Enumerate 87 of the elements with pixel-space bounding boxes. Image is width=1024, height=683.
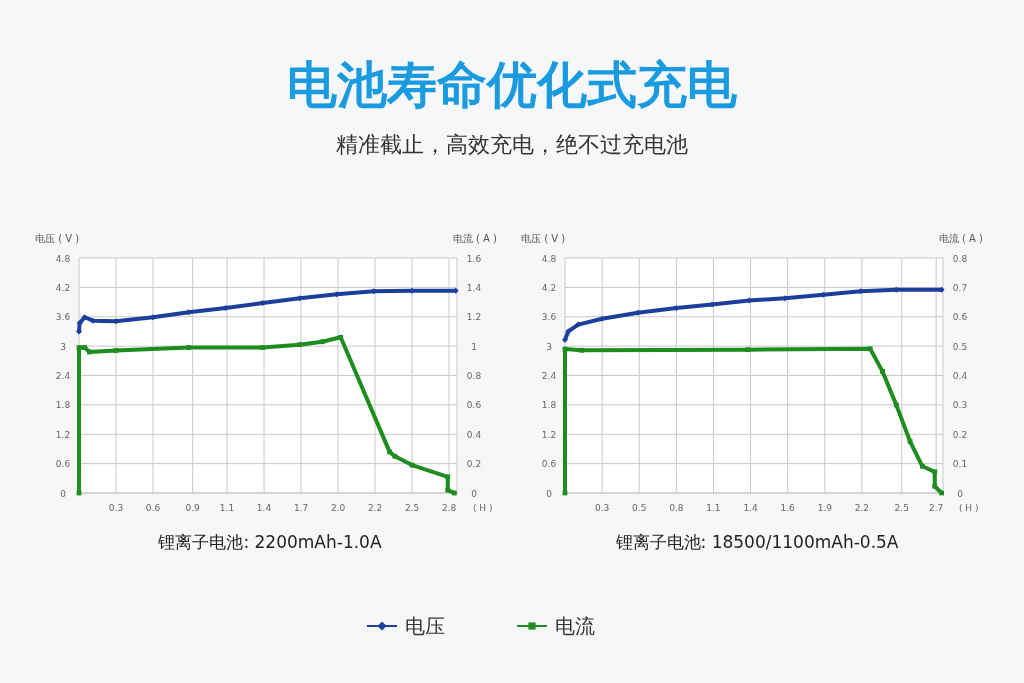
y-tick-label: 4.8 xyxy=(55,253,71,264)
y2-tick-label: 1 xyxy=(471,341,477,352)
y-tick-label: 4.2 xyxy=(541,282,557,293)
x-tick-label: 2.5 xyxy=(894,503,909,513)
x-tick-label: 0.8 xyxy=(669,503,684,513)
x-tick-label: 1.4 xyxy=(743,503,758,513)
x-tick-label: 0.5 xyxy=(632,503,647,513)
y-tick-label: 1.2 xyxy=(541,429,557,440)
y-tick-label: 2.4 xyxy=(55,371,71,381)
x-tick-label: 2.8 xyxy=(441,503,457,513)
x-tick-label: 0.6 xyxy=(145,503,161,513)
point xyxy=(338,334,344,340)
y2-tick-label: 0 xyxy=(957,488,964,499)
point xyxy=(880,368,885,374)
y2-tick-label: 0.8 xyxy=(466,371,482,381)
x-tick-label: 0.3 xyxy=(108,503,124,513)
y2-axis-title: 电流 ( A ) xyxy=(452,233,498,244)
x-tick-label: 2.7 xyxy=(928,503,944,513)
x-tick-label: 0.9 xyxy=(185,503,201,513)
y2-tick-label: 1.6 xyxy=(466,253,482,264)
text: 精准截止，高效充电，绝不过充电池 xyxy=(336,132,688,157)
y2-tick-label: 0.5 xyxy=(952,341,968,352)
point xyxy=(392,453,398,459)
y2-tick-label: 0.1 xyxy=(952,459,968,470)
y-tick-label: 0 xyxy=(546,488,553,499)
point xyxy=(919,463,925,469)
y2-tick-label: 0.4 xyxy=(952,371,968,381)
point xyxy=(297,342,303,348)
point xyxy=(82,345,88,350)
y-tick-label: 0 xyxy=(60,488,67,499)
point xyxy=(562,336,568,343)
y2-tick-label: 0.8 xyxy=(952,253,968,264)
point xyxy=(867,346,873,352)
y2-tick-label: 0.6 xyxy=(466,400,482,411)
x-tick-label: 2.2 xyxy=(367,503,383,513)
point xyxy=(445,474,451,480)
y2-tick-label: 0.6 xyxy=(952,312,968,323)
x-tick-label: 2.2 xyxy=(854,503,870,513)
y-tick-label: 3 xyxy=(546,341,552,352)
y2-tick-label: 1.2 xyxy=(466,312,482,323)
x-tick-label: 0.3 xyxy=(594,503,610,513)
point xyxy=(932,483,938,489)
point xyxy=(932,469,938,475)
x-tick-label: 1.9 xyxy=(817,503,833,513)
y2-tick-label: 0.2 xyxy=(466,459,482,470)
y2-tick-label: 0.7 xyxy=(952,282,968,293)
x-tick-label: 2.0 xyxy=(330,503,346,513)
text: 锂离子电池: 18500/1100mAh-0.5A xyxy=(614,532,899,552)
point xyxy=(893,402,899,408)
y-tick-label: 3 xyxy=(60,341,66,352)
y2-axis-title: 电流 ( A ) xyxy=(938,233,984,244)
x-axis-title: ( H ) xyxy=(473,503,493,513)
x-tick-label: 1.4 xyxy=(256,503,272,513)
x-tick-label: 1.7 xyxy=(293,503,309,513)
point xyxy=(579,347,584,353)
y-tick-label: 3.6 xyxy=(541,312,557,323)
x-axis-title: ( H ) xyxy=(959,503,979,513)
point xyxy=(745,347,751,353)
point xyxy=(89,317,96,324)
y-tick-label: 1.2 xyxy=(55,429,71,440)
x-tick-label: 1.1 xyxy=(219,503,235,513)
x-tick-label: 1.1 xyxy=(706,503,721,513)
legend-label: 电压 xyxy=(405,614,445,638)
y-tick-label: 3.6 xyxy=(55,312,71,323)
point xyxy=(565,328,572,335)
x-tick-label: 2.5 xyxy=(404,503,420,513)
point xyxy=(319,339,325,345)
x-tick-label: 1.6 xyxy=(780,503,796,513)
y2-tick-label: 0 xyxy=(471,488,478,499)
y2-tick-label: 1.4 xyxy=(466,282,482,293)
y-tick-label: 0.6 xyxy=(541,459,557,470)
y-tick-label: 4.2 xyxy=(55,282,71,293)
legend-label: 电流 xyxy=(555,614,595,638)
y-tick-label: 0.6 xyxy=(55,459,71,470)
y-axis-title: 电压 ( V ) xyxy=(35,233,80,244)
y-tick-label: 1.8 xyxy=(55,400,71,411)
y-tick-label: 2.4 xyxy=(541,371,557,381)
y2-tick-label: 0.4 xyxy=(466,429,482,440)
y-tick-label: 1.8 xyxy=(541,400,557,411)
text: 电池寿命优化式充电 xyxy=(287,56,738,114)
point xyxy=(387,449,392,455)
y2-tick-label: 0.2 xyxy=(952,429,968,440)
text: 锂离子电池: 2200mAh-1.0A xyxy=(157,532,382,552)
y-axis-title: 电压 ( V ) xyxy=(521,233,566,244)
y2-tick-label: 0.3 xyxy=(952,400,968,411)
y-tick-label: 4.8 xyxy=(541,253,557,264)
point xyxy=(81,314,88,321)
